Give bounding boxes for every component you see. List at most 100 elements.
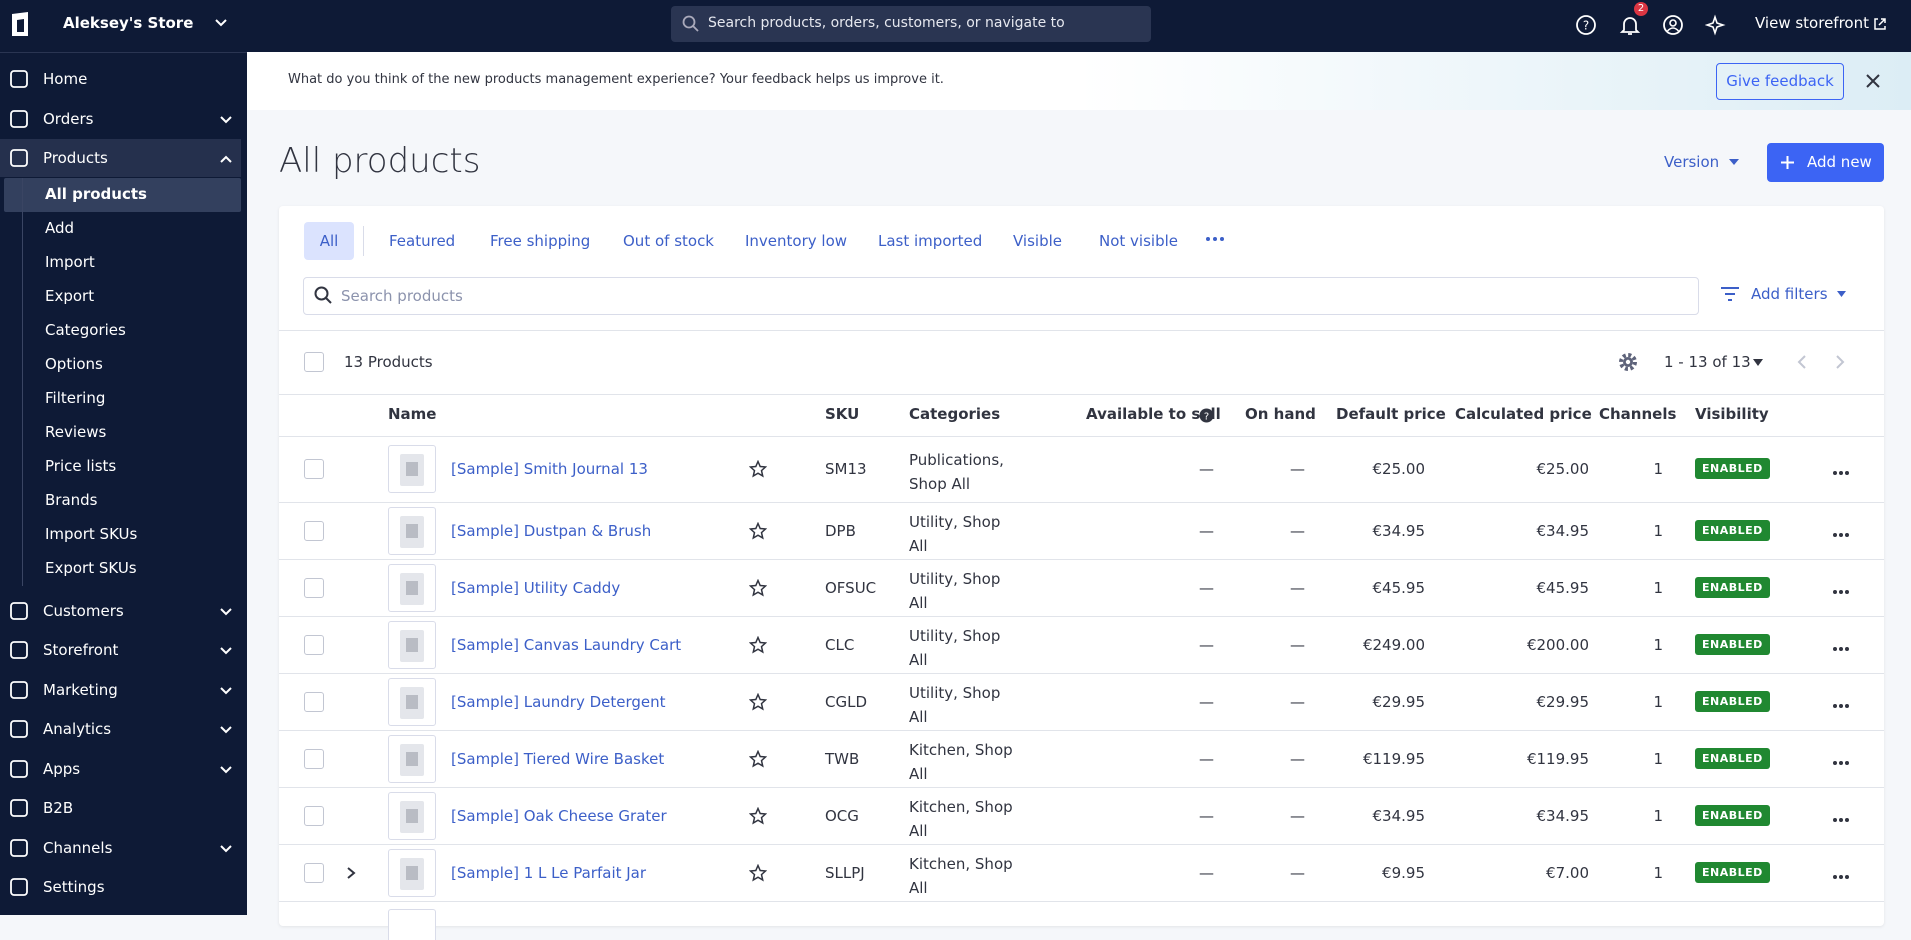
give-feedback-button[interactable]: Give feedback bbox=[1716, 63, 1844, 100]
settings-gear[interactable] bbox=[1617, 351, 1639, 373]
ai-icon[interactable] bbox=[1705, 13, 1729, 37]
bell-icon[interactable] bbox=[1618, 13, 1642, 37]
product-name[interactable]: [Sample] Utility Caddy bbox=[451, 578, 621, 597]
product-name[interactable]: [Sample] Smith Journal 13 bbox=[451, 460, 648, 478]
tab[interactable]: All bbox=[319, 232, 339, 250]
store-chevron[interactable] bbox=[214, 16, 228, 30]
global-search[interactable]: Search products, orders, customers, or n… bbox=[671, 6, 1151, 42]
subnav-item[interactable]: Reviews bbox=[45, 422, 107, 441]
row-checkbox[interactable] bbox=[304, 520, 324, 541]
row-checkbox[interactable] bbox=[304, 577, 324, 598]
favorite-star[interactable] bbox=[748, 863, 768, 886]
version-caret[interactable] bbox=[1728, 157, 1740, 167]
add-new-button[interactable]: Add new bbox=[1767, 143, 1884, 182]
view-storefront[interactable]: View storefront bbox=[1755, 14, 1869, 32]
nav-item[interactable]: Apps bbox=[43, 759, 81, 778]
column-header: Default price bbox=[1336, 405, 1446, 423]
nav-item[interactable]: B2B bbox=[43, 799, 74, 817]
product-name[interactable]: [Sample] Dustpan & Brush bbox=[451, 521, 652, 540]
product-name[interactable]: [Sample] Laundry Detergent bbox=[451, 692, 666, 711]
nav-chevron[interactable] bbox=[219, 644, 233, 662]
favorite-star[interactable] bbox=[748, 635, 768, 658]
nav-item[interactable]: Settings bbox=[43, 878, 105, 896]
external-icon bbox=[1874, 18, 1886, 30]
tab[interactable]: Out of stock bbox=[623, 232, 714, 250]
nav-chevron[interactable] bbox=[219, 763, 233, 781]
pagination-caret[interactable] bbox=[1752, 358, 1764, 368]
product-name[interactable]: [Sample] 1 L Le Parfait Jar bbox=[451, 863, 647, 882]
subnav-item[interactable]: Export SKUs bbox=[45, 558, 137, 577]
nav-item[interactable]: Storefront bbox=[43, 641, 119, 659]
tab[interactable]: Visible bbox=[1013, 232, 1062, 250]
nav-item[interactable]: Products bbox=[43, 149, 108, 167]
row-checkbox[interactable] bbox=[304, 459, 324, 479]
favorite-star[interactable] bbox=[748, 459, 768, 482]
add-filters[interactable]: Add filters bbox=[1751, 285, 1828, 303]
tab[interactable]: Last imported bbox=[878, 232, 983, 250]
row-actions[interactable] bbox=[1832, 811, 1850, 829]
product-search[interactable]: Search products bbox=[303, 277, 1699, 315]
next-page[interactable] bbox=[1834, 354, 1846, 370]
subnav-item[interactable]: Brands bbox=[45, 490, 98, 509]
filter-icon[interactable] bbox=[1720, 286, 1740, 302]
subnav-item[interactable]: Import bbox=[45, 252, 95, 271]
favorite-star[interactable] bbox=[748, 521, 768, 544]
tab[interactable]: Featured bbox=[389, 232, 456, 250]
favorite-star[interactable] bbox=[748, 692, 768, 715]
nav-item[interactable]: Channels bbox=[43, 838, 113, 857]
favorite-star[interactable] bbox=[748, 578, 768, 601]
nav-item[interactable]: Marketing bbox=[43, 680, 118, 699]
product-name[interactable]: [Sample] Oak Cheese Grater bbox=[451, 806, 667, 825]
nav-chevron[interactable] bbox=[219, 113, 233, 131]
product-name[interactable]: [Sample] Canvas Laundry Cart bbox=[451, 635, 682, 654]
prev-page[interactable] bbox=[1796, 354, 1808, 370]
default-price: €29.95 bbox=[1372, 692, 1426, 711]
nav-chevron[interactable] bbox=[219, 842, 233, 860]
row-actions[interactable] bbox=[1832, 754, 1850, 772]
more-tabs[interactable] bbox=[1205, 234, 1225, 244]
help-icon[interactable]: ? bbox=[1574, 13, 1598, 37]
version-dropdown[interactable]: Version bbox=[1664, 153, 1720, 171]
select-all[interactable] bbox=[304, 352, 324, 372]
subnav-item[interactable]: Categories bbox=[45, 320, 126, 339]
nav-chevron[interactable] bbox=[219, 605, 233, 623]
nav-chevron[interactable] bbox=[219, 723, 233, 741]
row-actions[interactable] bbox=[1832, 697, 1850, 715]
product-name[interactable]: [Sample] Tiered Wire Basket bbox=[451, 749, 665, 768]
row-actions[interactable] bbox=[1832, 640, 1850, 658]
subnav-item[interactable]: Export bbox=[45, 286, 95, 305]
nav-item[interactable]: Orders bbox=[43, 109, 94, 128]
favorite-star[interactable] bbox=[748, 749, 768, 772]
row-checkbox[interactable] bbox=[304, 748, 324, 769]
tab[interactable]: Free shipping bbox=[490, 232, 591, 250]
nav-chevron[interactable] bbox=[219, 684, 233, 702]
nav-chevron[interactable] bbox=[219, 152, 233, 170]
row-actions[interactable] bbox=[1832, 464, 1850, 482]
row-checkbox[interactable] bbox=[304, 805, 324, 826]
close-banner[interactable] bbox=[1864, 72, 1882, 90]
row-actions[interactable] bbox=[1832, 526, 1850, 544]
store-name[interactable]: Aleksey's Store bbox=[63, 14, 194, 32]
row-checkbox[interactable] bbox=[304, 691, 324, 712]
subnav-item[interactable]: Add bbox=[45, 218, 75, 237]
subnav-item[interactable]: Filtering bbox=[45, 388, 106, 407]
categories: Utility, Shop All bbox=[909, 683, 1001, 726]
row-checkbox[interactable] bbox=[304, 634, 324, 655]
favorite-star[interactable] bbox=[748, 806, 768, 829]
nav-item[interactable]: Analytics bbox=[43, 720, 112, 738]
nav-icon bbox=[8, 797, 30, 823]
subnav-item[interactable]: Price lists bbox=[45, 456, 117, 475]
nav-item[interactable]: Customers bbox=[43, 601, 124, 620]
expand-row[interactable] bbox=[344, 866, 358, 884]
row-checkbox[interactable] bbox=[304, 862, 324, 883]
filters-caret[interactable] bbox=[1836, 290, 1847, 299]
tab[interactable]: Not visible bbox=[1099, 232, 1178, 250]
subnav-item[interactable]: Options bbox=[45, 354, 103, 373]
subnav-item[interactable]: All products bbox=[45, 184, 147, 203]
subnav-item[interactable]: Import SKUs bbox=[45, 524, 138, 543]
tab[interactable]: Inventory low bbox=[745, 232, 848, 250]
account-icon[interactable] bbox=[1661, 13, 1685, 37]
row-actions[interactable] bbox=[1832, 868, 1850, 886]
row-actions[interactable] bbox=[1832, 583, 1850, 601]
nav-item[interactable]: Home bbox=[43, 70, 88, 88]
